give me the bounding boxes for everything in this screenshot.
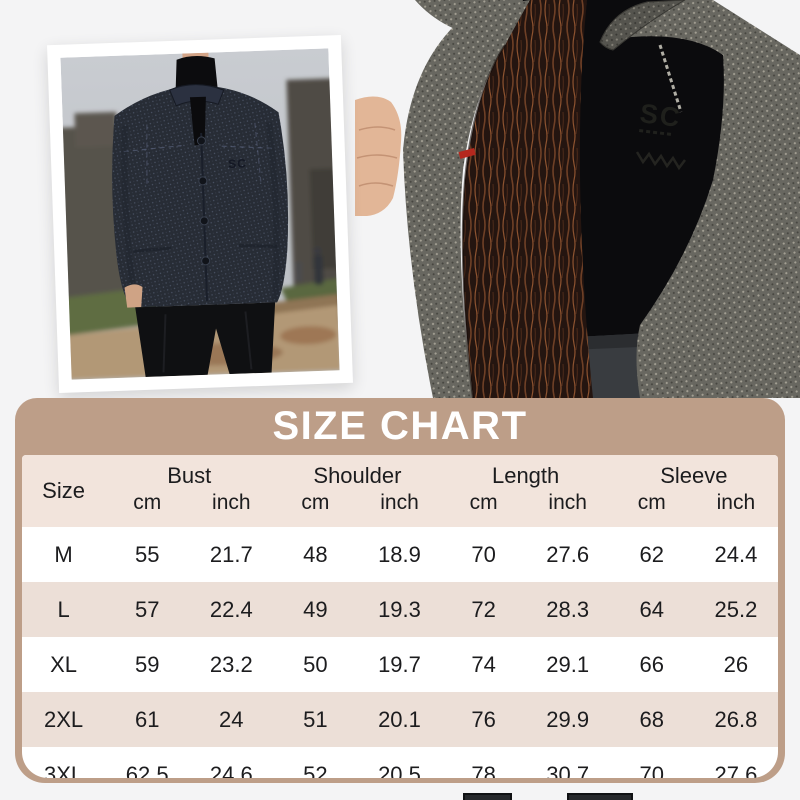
measurement-cell: 70 — [639, 761, 664, 779]
measurement-cell: 22.4 — [189, 582, 274, 637]
inset-chest-logo-text: SC — [228, 156, 247, 171]
measurement-cell: 62 — [639, 541, 664, 567]
measurement-cell: 49 — [273, 582, 358, 637]
size-label: M — [54, 541, 73, 567]
inset-photo: SC — [60, 48, 340, 380]
inset-model: SC — [112, 52, 289, 377]
table-group-header-row: Size Bust Shoulder Length Sleeve — [22, 455, 778, 527]
measurement-cell: 64 — [609, 582, 694, 637]
chest-pocket-welt — [658, 44, 683, 113]
inset-photo-frame: SC — [47, 34, 353, 394]
photo-section: SC — [0, 0, 800, 398]
measurement-cell: 23.2 — [209, 651, 253, 677]
measurement-cell: 24 — [189, 692, 274, 747]
main-product-photo: SC — [355, 0, 800, 398]
stitch-detail — [635, 151, 686, 171]
measurement-cell: 24.4 — [714, 541, 758, 567]
measurement-cell: 26.8 — [693, 692, 778, 747]
length-group-header: Length — [441, 455, 610, 489]
measurement-cell: 24.6 — [209, 761, 253, 779]
unit-header-inch: inch — [357, 489, 442, 527]
measurement-cell: 19.7 — [378, 651, 421, 677]
measurement-cell: 27.6 — [714, 761, 758, 779]
measurement-cell: 55 — [134, 541, 160, 567]
measurement-cell: 57 — [105, 582, 190, 637]
hand-gripping-lapel — [355, 96, 402, 216]
measurement-cell: 76 — [441, 692, 526, 747]
measurement-cell: 59 — [134, 651, 160, 677]
unit-header-cm: cm — [441, 489, 526, 527]
shoulder-group-header: Shoulder — [273, 455, 442, 489]
measurement-cell: 52 — [303, 761, 328, 779]
unit-header-cm: cm — [609, 489, 694, 527]
unit-header-cm: cm — [273, 489, 358, 527]
sleeve-group-header: Sleeve — [609, 455, 778, 489]
measurement-cell: 62.5 — [125, 761, 169, 779]
unit-header-inch: inch — [693, 489, 778, 527]
measurement-cell: 26 — [723, 651, 749, 677]
measurement-cell: 72 — [441, 582, 526, 637]
measurement-cell: 29.1 — [546, 651, 590, 677]
measurement-cell: 19.3 — [357, 582, 442, 637]
measurement-cell: 27.6 — [546, 541, 590, 567]
size-column-header: Size — [22, 455, 106, 527]
cropped-next-section-rect — [463, 793, 512, 800]
table-row-m: M 55 21.7 48 18.9 70 27.6 62 24.4 — [22, 527, 778, 582]
size-label: L — [22, 582, 106, 637]
table-row-2xl: 2XL 61 24 51 20.1 76 29.9 68 26.8 — [22, 692, 778, 747]
unit-header-inch: inch — [189, 489, 274, 527]
table-row-3xl: 3XL 62.5 24.6 52 20.5 78 30.7 70 27.6 — [22, 747, 778, 779]
size-chart-card: SIZE CHART Size Bust Shoulder Length Sle… — [15, 398, 785, 783]
measurement-cell: 50 — [303, 651, 328, 677]
measurement-cell: 61 — [105, 692, 190, 747]
jacket-right-panel — [605, 0, 800, 398]
size-label: 3XL — [44, 761, 84, 779]
table-units-header-row: cm inch cm inch cm inch cm inch — [22, 489, 778, 527]
unit-header-cm: cm — [105, 489, 190, 527]
size-chart-title: SIZE CHART — [272, 404, 528, 448]
measurement-cell: 51 — [273, 692, 358, 747]
table-row-l: L 57 22.4 49 19.3 72 28.3 64 25.2 — [22, 582, 778, 637]
measurement-cell: 66 — [639, 651, 664, 677]
collar-shape — [599, 0, 686, 51]
measurement-cell: 20.1 — [357, 692, 442, 747]
size-label: 2XL — [22, 692, 106, 747]
unit-header-inch: inch — [525, 489, 610, 527]
measurement-cell: 68 — [609, 692, 694, 747]
measurement-cell: 48 — [303, 541, 328, 567]
measurement-cell: 74 — [471, 651, 496, 677]
size-chart-table-wrap: Size Bust Shoulder Length Sleeve cm inch… — [22, 455, 778, 778]
size-chart-banner: SIZE CHART — [15, 398, 785, 455]
measurement-cell: 29.9 — [525, 692, 610, 747]
chest-logo-text: SC — [638, 98, 683, 133]
cropped-next-section-rect — [567, 793, 633, 800]
measurement-cell: 21.7 — [209, 541, 253, 567]
measurement-cell: 18.9 — [378, 541, 421, 567]
jacket-left-flap — [403, 0, 530, 398]
fur-lining — [462, 0, 593, 398]
measurement-cell: 20.5 — [378, 761, 421, 779]
size-chart-table: Size Bust Shoulder Length Sleeve cm inch… — [22, 455, 778, 778]
measurement-cell: 25.2 — [693, 582, 778, 637]
red-inner-tag — [458, 148, 476, 159]
measurement-cell: 70 — [471, 541, 496, 567]
measurement-cell: 30.7 — [546, 761, 590, 779]
measurement-cell: 28.3 — [525, 582, 610, 637]
bust-group-header: Bust — [105, 455, 274, 489]
size-label: XL — [50, 651, 78, 677]
table-row-xl: XL 59 23.2 50 19.7 74 29.1 66 26 — [22, 637, 778, 692]
measurement-cell: 78 — [471, 761, 496, 779]
